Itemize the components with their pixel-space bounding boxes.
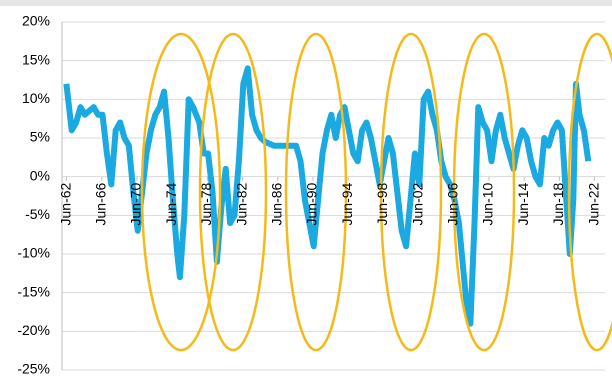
y-tick-label: 0% bbox=[30, 167, 50, 183]
x-tick-label: Jun-14 bbox=[515, 182, 531, 225]
x-tick-label: Jun-82 bbox=[233, 182, 249, 225]
highlight-ellipse bbox=[284, 32, 348, 352]
y-tick-label: -5% bbox=[25, 206, 50, 222]
highlight-ellipses bbox=[140, 32, 612, 352]
y-tick-label: -25% bbox=[17, 361, 50, 376]
x-tick-label: Jun-86 bbox=[268, 182, 284, 225]
top-border bbox=[0, 0, 612, 6]
y-tick-label: -10% bbox=[17, 245, 50, 261]
x-tick-label: Jun-94 bbox=[339, 182, 355, 225]
data-line bbox=[63, 65, 592, 327]
plot bbox=[63, 65, 592, 327]
x-tick-label: Jun-66 bbox=[92, 182, 108, 225]
highlight-ellipse bbox=[567, 32, 612, 352]
labels: -25% -20% -15% -10% -5% 0% 5% 10% 15% 20% Jun-62 Ju… bbox=[17, 13, 601, 376]
x-tick-label: Jun-62 bbox=[57, 182, 73, 225]
highlight-ellipse bbox=[140, 32, 222, 352]
x-tick-label: Jun-90 bbox=[304, 182, 320, 225]
x-tick-label: Jun-22 bbox=[585, 182, 601, 225]
y-tick-label: -20% bbox=[17, 322, 50, 338]
highlight-ellipse bbox=[198, 32, 268, 352]
y-tick-label: 20% bbox=[22, 13, 50, 29]
x-tick-label: Jun-18 bbox=[550, 182, 566, 225]
highlight-ellipse bbox=[452, 32, 516, 352]
y-tick-label: 5% bbox=[30, 129, 50, 145]
y-tick-label: 10% bbox=[22, 90, 50, 106]
x-tick-label: Jun-78 bbox=[198, 182, 214, 225]
x-tick-label: Jun-06 bbox=[445, 182, 461, 225]
x-tick-label: Jun-70 bbox=[128, 182, 144, 225]
highlight-ellipse bbox=[379, 32, 443, 352]
x-tick-label: Jun-02 bbox=[409, 182, 425, 225]
x-tick-label: Jun-98 bbox=[374, 182, 390, 225]
y-tick-label: 15% bbox=[22, 51, 50, 67]
y-tick-label: -15% bbox=[17, 283, 50, 299]
x-tick-label: Jun-74 bbox=[163, 182, 179, 225]
x-tick-label: Jun-10 bbox=[480, 182, 496, 225]
